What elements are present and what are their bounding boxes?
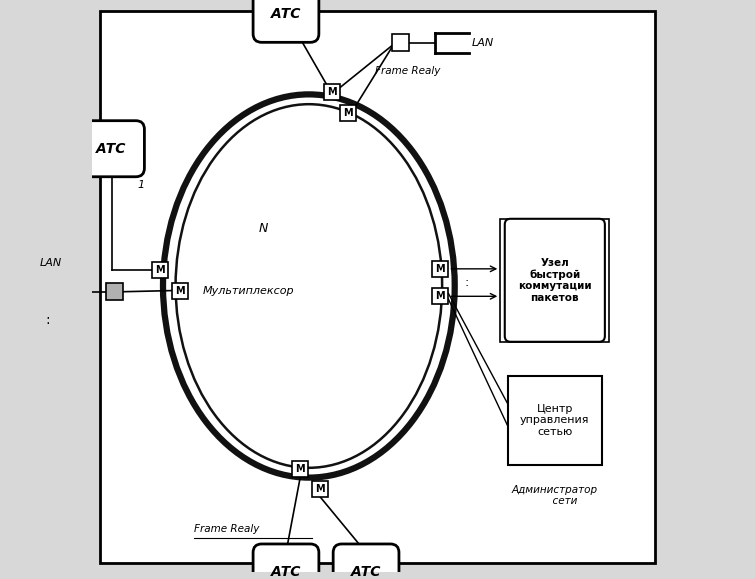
Text: M: M (295, 464, 305, 474)
FancyBboxPatch shape (106, 283, 123, 301)
FancyBboxPatch shape (152, 262, 168, 278)
FancyBboxPatch shape (79, 120, 144, 177)
Text: M: M (327, 86, 337, 97)
Text: АТС: АТС (97, 142, 127, 156)
Text: :: : (464, 276, 468, 289)
FancyBboxPatch shape (324, 83, 340, 100)
FancyBboxPatch shape (292, 461, 308, 477)
Text: M: M (316, 484, 325, 494)
Text: :: : (46, 313, 51, 327)
Text: Администратор
      сети: Администратор сети (512, 485, 598, 507)
FancyBboxPatch shape (433, 261, 448, 277)
FancyBboxPatch shape (100, 12, 655, 563)
FancyBboxPatch shape (253, 0, 319, 42)
Text: M: M (436, 291, 445, 301)
Text: M: M (156, 265, 165, 275)
Text: Мультиплексор: Мультиплексор (203, 285, 294, 295)
Text: M: M (175, 285, 185, 295)
FancyBboxPatch shape (333, 544, 399, 579)
FancyBboxPatch shape (172, 283, 188, 299)
FancyBboxPatch shape (340, 105, 356, 121)
FancyBboxPatch shape (253, 544, 319, 579)
Text: N: N (258, 222, 268, 235)
FancyBboxPatch shape (501, 219, 609, 342)
FancyBboxPatch shape (433, 288, 448, 305)
Text: Frame Realy: Frame Realy (374, 66, 440, 76)
Text: 1: 1 (137, 180, 144, 190)
Text: LAN: LAN (40, 258, 62, 267)
Text: Frame Realy: Frame Realy (195, 524, 260, 534)
Text: АТС: АТС (351, 565, 381, 579)
Text: Узел
быстрой
коммутации
пакетов: Узел быстрой коммутации пакетов (518, 258, 592, 303)
Text: Центр
управления
сетью: Центр управления сетью (520, 404, 590, 437)
FancyBboxPatch shape (313, 481, 328, 497)
Text: АТС: АТС (271, 8, 301, 21)
Text: M: M (343, 108, 353, 118)
FancyBboxPatch shape (392, 34, 409, 52)
FancyBboxPatch shape (507, 376, 602, 465)
FancyBboxPatch shape (505, 219, 605, 342)
Text: M: M (436, 264, 445, 274)
Text: АТС: АТС (271, 565, 301, 579)
Text: LAN: LAN (472, 38, 494, 48)
